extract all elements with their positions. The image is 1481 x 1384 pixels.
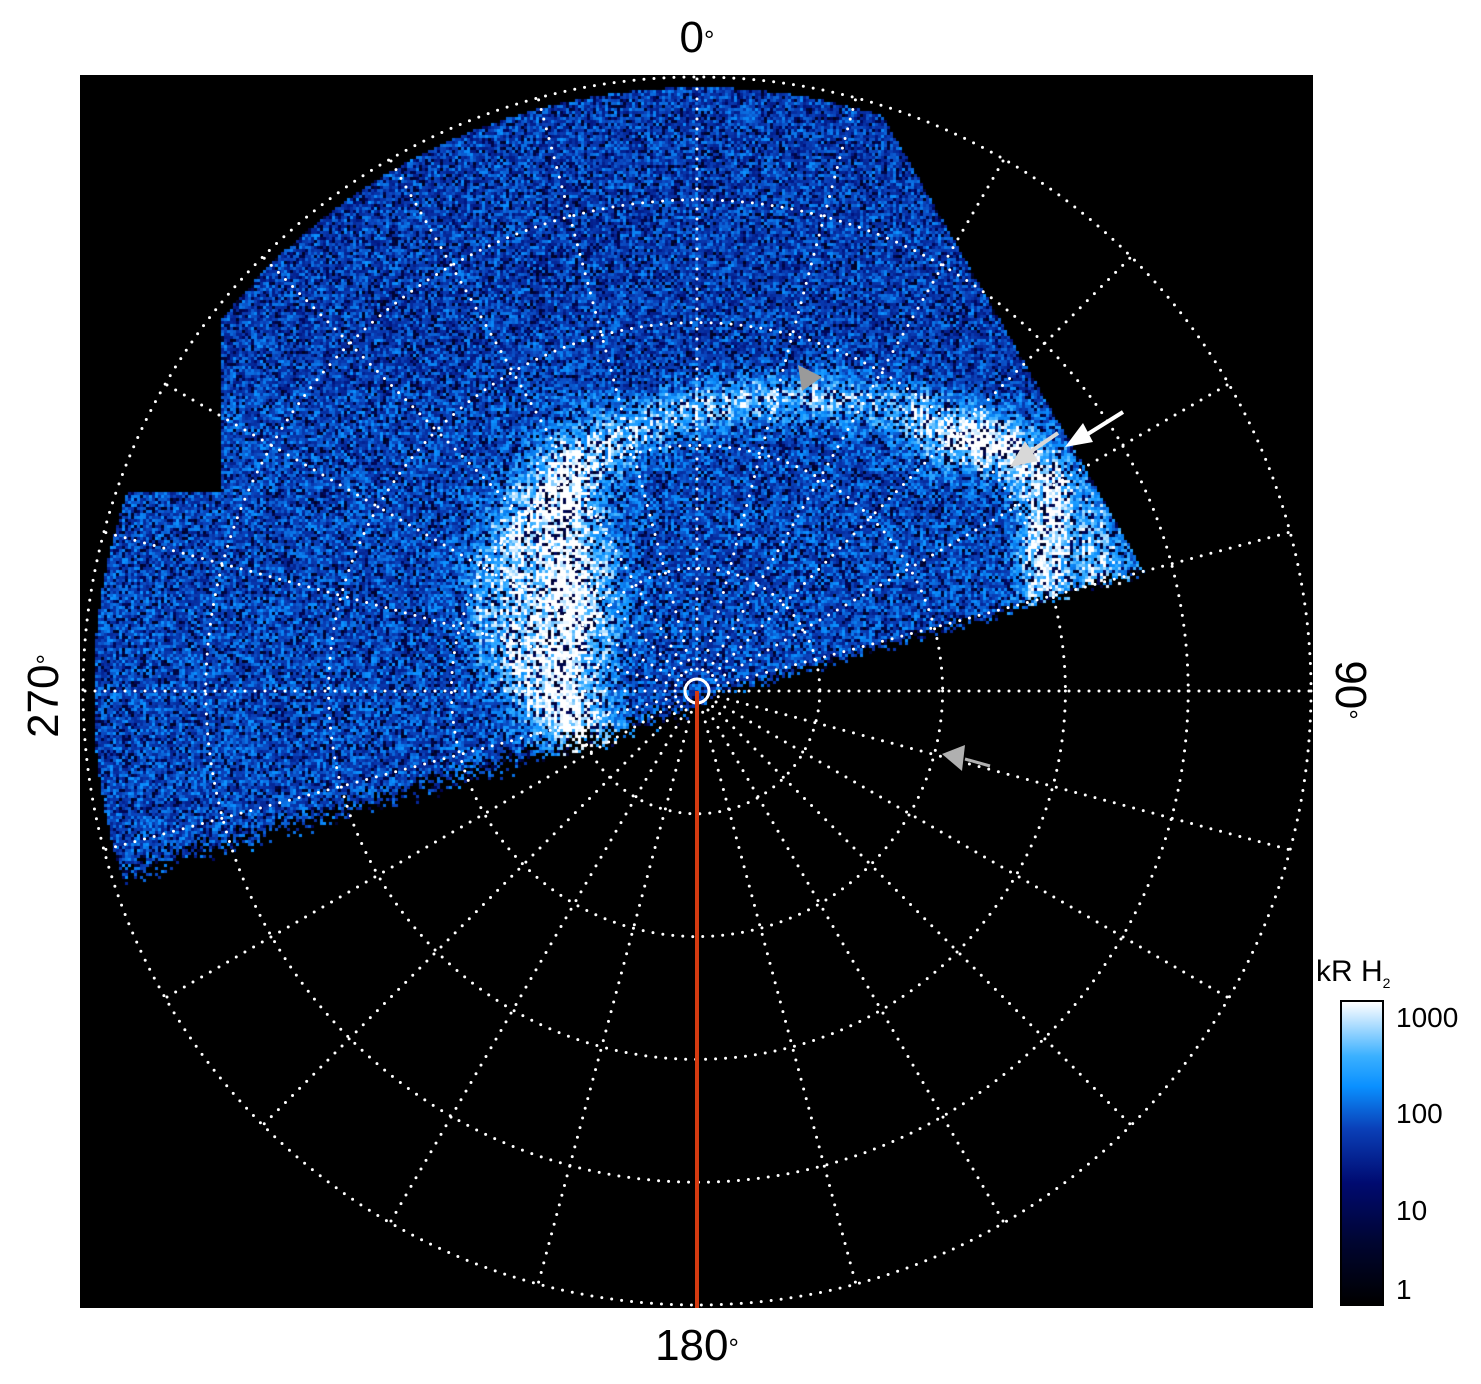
radial-gridline-210 (388, 699, 693, 1225)
radial-gridline-300 (163, 382, 689, 687)
radial-gridline-195 (536, 701, 696, 1286)
colorbar-tick-100: 100 (1396, 1098, 1443, 1129)
arrow-marker-white-shaft (1081, 410, 1125, 439)
polar-plot-area (80, 75, 1313, 1308)
radial-gridline-15 (698, 96, 858, 681)
colorbar (1340, 1000, 1384, 1306)
colorbar-title: kR H2 (1316, 955, 1391, 991)
circle-gridline-2 (449, 443, 945, 939)
colorbar-tick-10: 10 (1396, 1195, 1428, 1226)
radial-gridline-150 (701, 699, 1006, 1225)
angle-label-270: 270° (19, 654, 68, 738)
triangle-marker (798, 365, 822, 391)
radial-gridline-330 (388, 157, 693, 683)
circle-gridline-3 (327, 321, 1067, 1061)
radial-gridline-165 (698, 701, 858, 1286)
arrow-marker-gray-head (942, 745, 965, 771)
radial-gridline-285 (102, 530, 687, 690)
radial-gridline-60 (705, 382, 1231, 687)
radial-gridline-135 (703, 697, 1133, 1127)
radial-gridline-315 (261, 255, 691, 685)
radial-gridline-75 (707, 530, 1292, 690)
circle-gridline-5 (81, 75, 1313, 1307)
circle-gridline-1 (572, 566, 822, 816)
radial-gridline-120 (705, 695, 1231, 1000)
radial-gridline-105 (707, 692, 1292, 852)
angle-label-90: 90° (1326, 660, 1375, 720)
arrow-marker-gray-shaft (964, 757, 991, 768)
radial-gridline-240 (163, 695, 689, 1000)
arrow-marker-lightgray-head (1010, 441, 1038, 467)
radial-gridline-345 (536, 96, 696, 681)
angle-label-180: 180° (655, 1321, 739, 1370)
polar-grid (81, 75, 1313, 1308)
angle-label-0: 0° (679, 13, 715, 62)
arrow-marker-lightgray-shaft (1028, 431, 1060, 454)
colorbar-tick-1: 1 (1396, 1274, 1412, 1305)
radial-gridline-45 (703, 255, 1133, 685)
radial-gridline-255 (102, 692, 687, 852)
arrow-marker-white-head (1065, 423, 1093, 447)
radial-gridline-225 (261, 697, 691, 1127)
radial-gridline-30 (701, 157, 1006, 683)
colorbar-tick-1000: 1000 (1396, 1002, 1459, 1033)
